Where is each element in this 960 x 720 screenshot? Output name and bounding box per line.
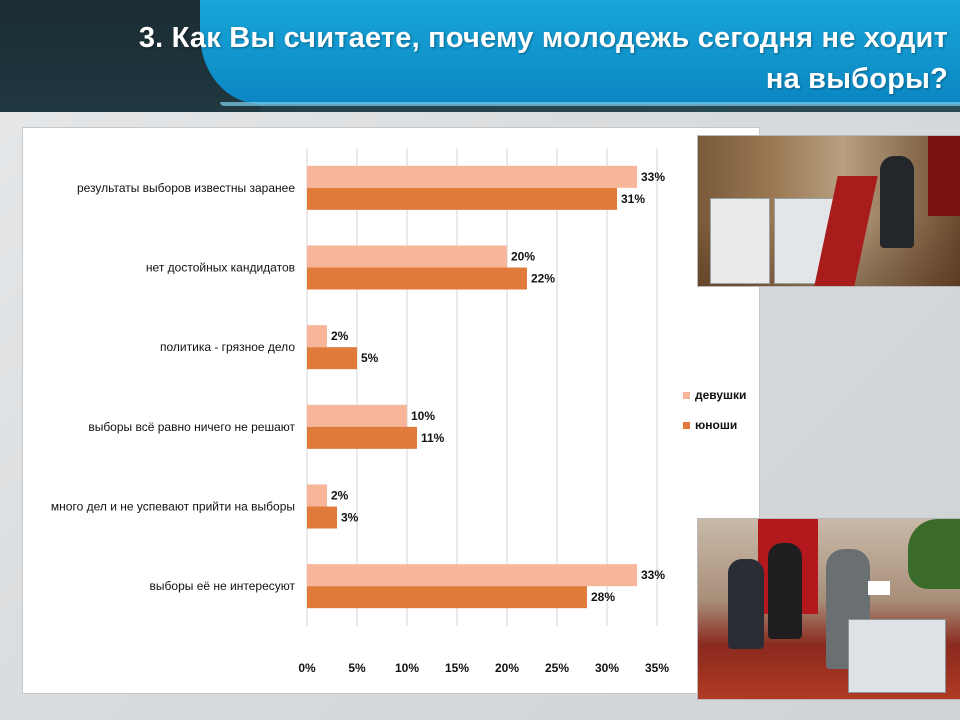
x-tick-label: 10%	[395, 661, 419, 675]
category-label: результаты выборов известны заранее	[77, 181, 295, 195]
legend-swatch	[683, 422, 690, 429]
x-tick-label: 20%	[495, 661, 519, 675]
data-label: 20%	[511, 250, 535, 264]
data-label: 28%	[591, 590, 615, 604]
x-tick-label: 35%	[645, 661, 669, 675]
slide-title: 3. Как Вы считаете, почему молодежь сего…	[48, 18, 948, 100]
data-label: 5%	[361, 351, 379, 365]
bar	[307, 586, 587, 609]
data-label: 33%	[641, 568, 665, 582]
x-tick-label: 30%	[595, 661, 619, 675]
legend-label: юноши	[695, 418, 737, 432]
data-label: 22%	[531, 272, 555, 286]
photo-person-1	[728, 559, 764, 649]
polling-station-photo	[697, 135, 960, 287]
category-label: выборы её не интересуют	[150, 579, 296, 593]
bar	[307, 484, 327, 507]
data-label: 3%	[341, 511, 359, 525]
bar	[307, 506, 337, 529]
x-tick-label: 0%	[298, 661, 316, 675]
data-label: 33%	[641, 170, 665, 184]
bar-chart: 0% 5% 10% 15% 20% 25% 30% 35% результаты выборов…	[51, 148, 746, 675]
voting-photo	[697, 518, 960, 700]
header-blue-band	[200, 0, 960, 104]
category-label: нет достойных кандидатов	[146, 261, 295, 275]
photo-ballot-box-1	[710, 198, 770, 284]
category-label: выборы всё равно ничего не решают	[88, 420, 295, 434]
category-label: много дел и не успевают прийти на выборы	[51, 500, 295, 514]
legend-swatch	[683, 392, 690, 399]
data-label: 10%	[411, 409, 435, 423]
slide-title-line-2: на выборы?	[765, 63, 948, 95]
bar	[307, 165, 637, 188]
photo-person	[880, 156, 914, 248]
x-tick-label: 25%	[545, 661, 569, 675]
data-label: 11%	[421, 431, 445, 445]
bar	[307, 404, 407, 427]
x-tick-label: 15%	[445, 661, 469, 675]
bar	[307, 564, 637, 587]
data-label: 31%	[621, 192, 645, 206]
legend-label: девушки	[695, 388, 746, 402]
category-label: политика - грязное дело	[160, 340, 295, 354]
data-label: 2%	[331, 329, 349, 343]
x-tick-label: 5%	[348, 661, 366, 675]
photo-curtain	[928, 136, 960, 216]
bar	[307, 325, 327, 348]
photo-plant	[908, 519, 960, 589]
bar	[307, 187, 617, 210]
photo-ballot-paper	[868, 581, 890, 595]
bar	[307, 267, 527, 290]
data-label: 2%	[331, 489, 349, 503]
header-highlight	[220, 102, 960, 106]
chart-panel: 0% 5% 10% 15% 20% 25% 30% 35% результаты выборов…	[22, 127, 760, 694]
slide-title-line-1: 3. Как Вы считаете, почему молодежь сего…	[138, 22, 948, 54]
bar	[307, 347, 357, 370]
photo-person-2	[768, 543, 802, 639]
bar	[307, 245, 507, 268]
bar	[307, 426, 417, 449]
photo-ballot-box	[848, 619, 946, 693]
